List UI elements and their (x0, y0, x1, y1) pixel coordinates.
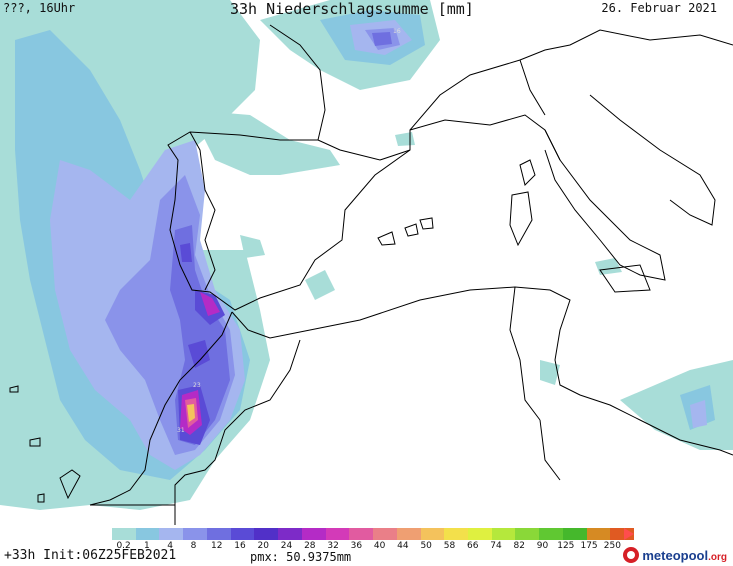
legend-swatch (468, 528, 492, 540)
map-label-biscay: 16 (393, 28, 401, 35)
legend-swatch (539, 528, 563, 540)
legend-swatch (562, 528, 587, 540)
legend-tick-label: 50 (420, 541, 432, 551)
legend-tick-label: 24 (280, 541, 293, 551)
legend-tick-label: 0.2 (116, 541, 131, 551)
legend-swatch (159, 528, 184, 540)
legend-tick-label: 12 (210, 541, 223, 551)
legend-tick-label: 250 (603, 541, 621, 551)
legend-tick-label: 8 (190, 541, 197, 551)
map-label-morocco-a: 23 (193, 382, 201, 389)
legend-tick-label: 1 (144, 541, 150, 551)
pmx-value: pmx: 50.9375mm (250, 550, 352, 564)
legend-labels: 0.2 1 4 8 12 16 20 24 28 32 36 40 44 50 58 66 74 82 90 125 1… (112, 541, 624, 551)
legend-swatch (586, 528, 611, 540)
legend-tick-label: 16 (234, 541, 246, 551)
legend-swatch (396, 528, 421, 540)
run-info: +33h Init:06Z25FEB2021 (4, 548, 177, 563)
map-title: 33h Niederschlagssumme [mm] (230, 0, 474, 18)
legend-tick-label: 28 (304, 541, 316, 551)
legend-tick-label: 66 (466, 541, 479, 551)
meteopool-logo[interactable]: meteopool.org (623, 546, 727, 564)
legend-tick-label: 32 (327, 541, 339, 551)
logo-text: meteopool.org (642, 547, 727, 563)
coastlines (9, 24, 733, 525)
legend-swatch (444, 528, 469, 540)
legend-tick-label: 74 (490, 541, 502, 551)
legend-tick-label: 4 (167, 541, 174, 551)
legend-swatch (515, 528, 540, 540)
legend-swatch (206, 528, 231, 540)
legend-swatch (349, 528, 374, 540)
legend-swatch (254, 528, 279, 540)
legend-tick-label: 20 (257, 541, 269, 551)
valid-date: 26. Februar 2021 (601, 1, 717, 15)
legend-swatch (135, 528, 160, 540)
legend-tick-label: 36 (350, 541, 363, 551)
legend-swatch (230, 528, 255, 540)
meteopool-logo-icon (623, 547, 640, 563)
legend-swatch (491, 528, 516, 540)
legend-swatch (183, 528, 207, 540)
legend-swatch (420, 528, 445, 540)
legend-tick-label: 125 (557, 541, 575, 551)
color-legend: 0.2 1 4 8 12 16 20 24 28 32 36 40 44 50 58 66 74 82 90 125 1… (112, 528, 635, 552)
legend-swatch (325, 528, 350, 540)
map-label-morocco-b: 31 (177, 427, 185, 434)
legend-swatch (112, 528, 136, 540)
forecast-time-label: ???, 16Uhr (3, 1, 76, 15)
legend-tick-label: 58 (443, 541, 456, 551)
legend-tick-label: 82 (513, 541, 525, 551)
legend-tick-label: 44 (397, 541, 409, 551)
legend-tick-label: 175 (580, 541, 598, 551)
legend-swatch (301, 528, 326, 540)
legend-swatch (373, 528, 397, 540)
legend-swatch (278, 528, 302, 540)
legend-tick-label: 90 (536, 541, 549, 551)
legend-tick-label: 40 (373, 541, 386, 551)
legend-arrow-icon (624, 528, 634, 540)
precipitation-field (0, 0, 733, 510)
legend-color-bar (112, 528, 635, 540)
